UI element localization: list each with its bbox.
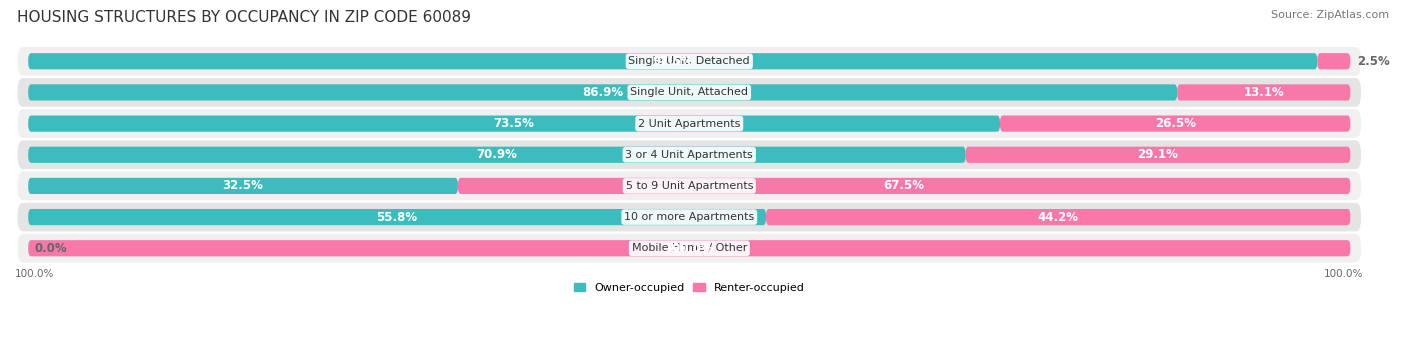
FancyBboxPatch shape [28, 84, 1177, 101]
FancyBboxPatch shape [28, 116, 1000, 132]
Text: Source: ZipAtlas.com: Source: ZipAtlas.com [1271, 10, 1389, 20]
FancyBboxPatch shape [1317, 53, 1350, 69]
Text: 29.1%: 29.1% [1137, 148, 1178, 161]
FancyBboxPatch shape [28, 240, 1350, 256]
Text: 86.9%: 86.9% [582, 86, 623, 99]
Text: 70.9%: 70.9% [477, 148, 517, 161]
Text: 97.5%: 97.5% [652, 55, 693, 68]
Text: 67.5%: 67.5% [883, 179, 925, 192]
Text: HOUSING STRUCTURES BY OCCUPANCY IN ZIP CODE 60089: HOUSING STRUCTURES BY OCCUPANCY IN ZIP C… [17, 10, 471, 25]
Text: 26.5%: 26.5% [1154, 117, 1195, 130]
Text: 13.1%: 13.1% [1243, 86, 1284, 99]
FancyBboxPatch shape [18, 172, 1361, 200]
Text: Mobile Home / Other: Mobile Home / Other [631, 243, 747, 253]
Text: 2 Unit Apartments: 2 Unit Apartments [638, 119, 741, 129]
FancyBboxPatch shape [28, 53, 1317, 69]
FancyBboxPatch shape [1000, 116, 1350, 132]
Text: 0.0%: 0.0% [35, 242, 67, 255]
Text: Single Unit, Detached: Single Unit, Detached [628, 56, 751, 66]
Text: 2.5%: 2.5% [1357, 55, 1389, 68]
Text: 5 to 9 Unit Apartments: 5 to 9 Unit Apartments [626, 181, 754, 191]
FancyBboxPatch shape [766, 209, 1350, 225]
FancyBboxPatch shape [966, 147, 1350, 163]
Text: 73.5%: 73.5% [494, 117, 534, 130]
Text: 100.0%: 100.0% [15, 268, 55, 279]
Text: 55.8%: 55.8% [377, 211, 418, 224]
FancyBboxPatch shape [28, 209, 766, 225]
FancyBboxPatch shape [18, 78, 1361, 107]
FancyBboxPatch shape [18, 47, 1361, 76]
FancyBboxPatch shape [458, 178, 1350, 194]
Text: 100.0%: 100.0% [1324, 268, 1364, 279]
Text: 44.2%: 44.2% [1038, 211, 1078, 224]
Text: 10 or more Apartments: 10 or more Apartments [624, 212, 755, 222]
FancyBboxPatch shape [18, 140, 1361, 169]
Text: 3 or 4 Unit Apartments: 3 or 4 Unit Apartments [626, 150, 754, 160]
FancyBboxPatch shape [28, 147, 966, 163]
FancyBboxPatch shape [1177, 84, 1350, 101]
Text: Single Unit, Attached: Single Unit, Attached [630, 87, 748, 98]
FancyBboxPatch shape [18, 234, 1361, 263]
Legend: Owner-occupied, Renter-occupied: Owner-occupied, Renter-occupied [569, 279, 808, 298]
FancyBboxPatch shape [18, 203, 1361, 232]
FancyBboxPatch shape [28, 178, 458, 194]
Text: 32.5%: 32.5% [222, 179, 263, 192]
FancyBboxPatch shape [18, 109, 1361, 138]
Text: 100.0%: 100.0% [665, 242, 714, 255]
